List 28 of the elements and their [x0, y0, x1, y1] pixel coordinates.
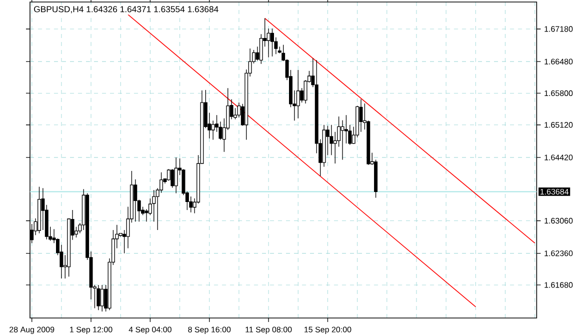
y-tick-label: 1.64420	[544, 154, 573, 160]
x-tick-label: 1 Sep 12:00	[70, 326, 112, 334]
x-tick-label: 15 Sep 20:00	[304, 326, 352, 334]
candlestick	[170, 168, 174, 188]
candlestick	[96, 284, 100, 310]
candlestick	[330, 124, 334, 156]
candlestick	[296, 70, 300, 119]
candlestick	[100, 284, 104, 312]
candlestick	[152, 190, 156, 222]
candlestick	[134, 178, 138, 222]
x-tick-label: 11 Sep 08:00	[246, 326, 292, 334]
candlestick	[174, 157, 178, 194]
candlestick	[266, 28, 270, 58]
y-tick-label: 1.66480	[544, 58, 573, 64]
y-tick-label: 1.63060	[544, 218, 573, 224]
y-tick-label: 1.67180	[544, 26, 573, 32]
y-tick-label: 1.65120	[544, 122, 573, 128]
candlestick	[344, 114, 348, 144]
candlestick	[340, 120, 344, 160]
y-tick-label: 1.61680	[544, 282, 573, 288]
y-tick-label: 1.62360	[544, 250, 573, 256]
ref-line-label: 1.63684	[540, 188, 569, 195]
candlestick	[270, 28, 274, 57]
x-tick-label: 4 Sep 04:00	[128, 326, 172, 334]
x-tick-label: 28 Aug 2009	[10, 326, 54, 334]
y-tick-label: 1.65800	[544, 90, 573, 96]
x-tick-label: 8 Sep 16:00	[188, 326, 231, 334]
chart-title: GBPUSD,H4 1.64326 1.64371 1.63554 1.63684	[34, 6, 218, 14]
